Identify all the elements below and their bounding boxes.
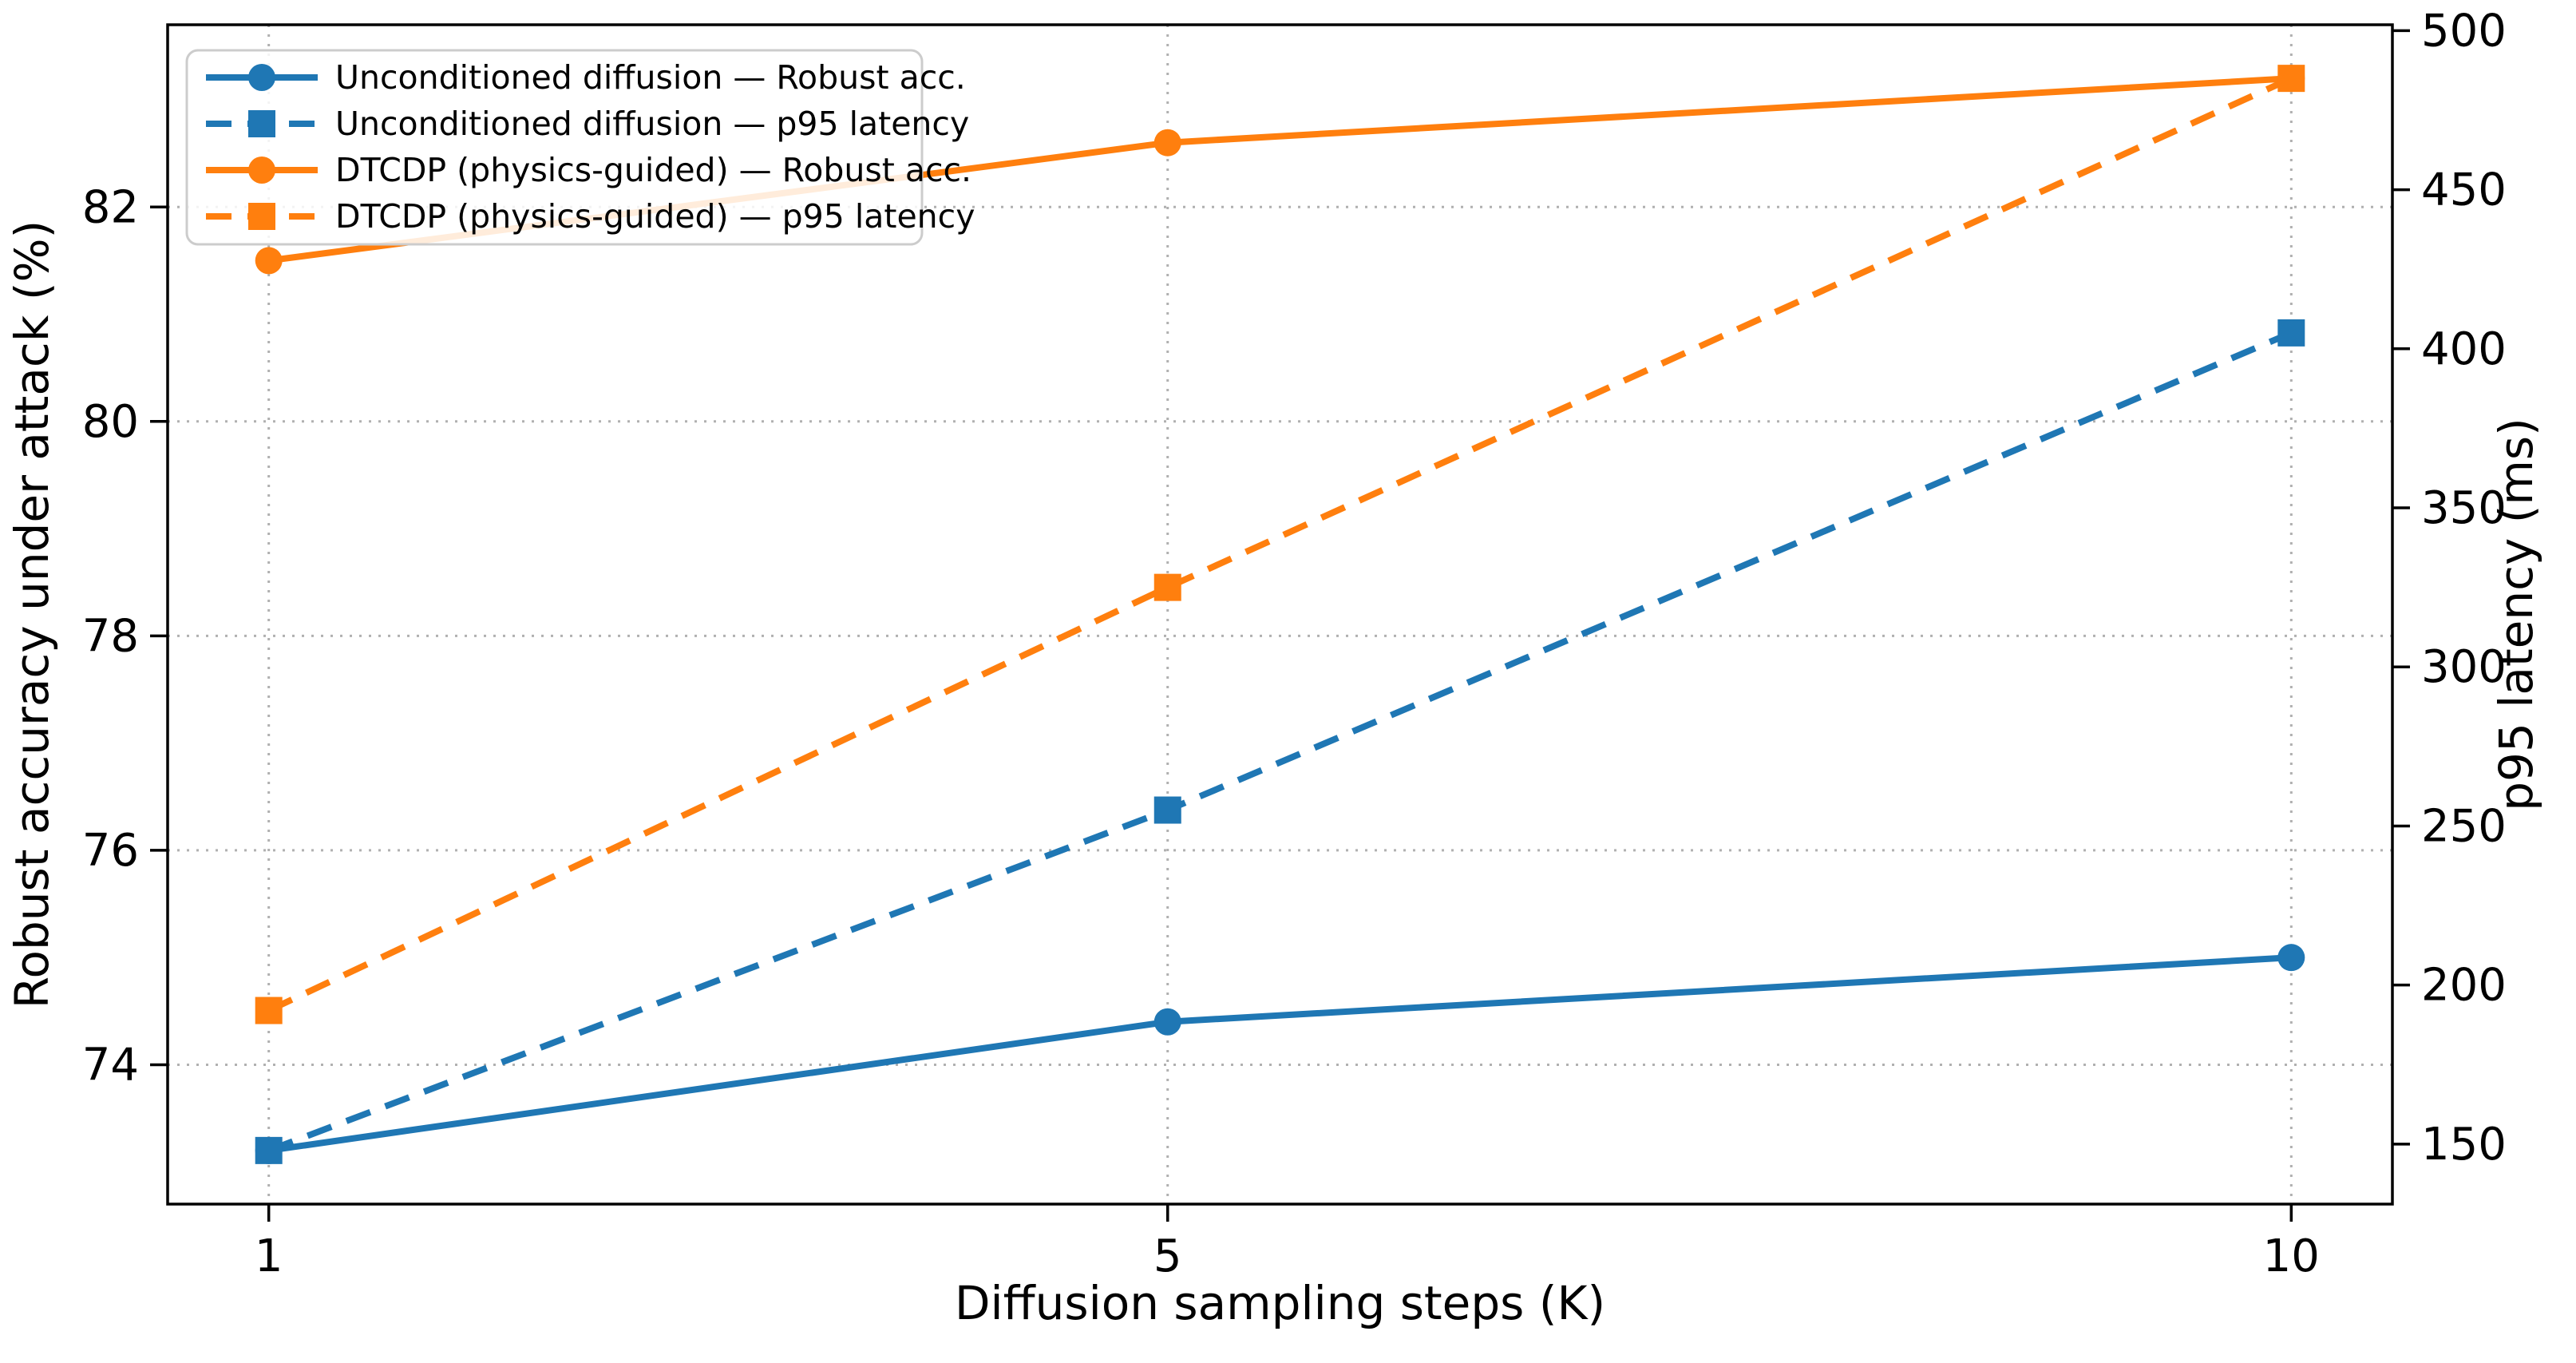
series-line-1 (267, 330, 2293, 1154)
y-tick-label-right: 200 (2421, 960, 2507, 1012)
y-tick-label-right: 150 (2421, 1119, 2507, 1171)
legend-marker-circle (248, 157, 275, 184)
y-axis-label-right: p95 latency (ms) (2489, 418, 2543, 811)
x-tick-label: 1 (255, 1230, 283, 1282)
legend: Unconditioned diffusion — Robust acc. Unc… (185, 49, 975, 246)
y-tick-label-right: 250 (2421, 800, 2507, 852)
series-1-marker (255, 1136, 283, 1164)
x-tick-label: 5 (1153, 1230, 1182, 1282)
y-tick-label-left: 82 (82, 181, 139, 233)
legend-box (185, 49, 924, 246)
legend-marker-circle (248, 64, 275, 91)
series-2-marker (255, 247, 283, 275)
y-axis-label-left: Robust accuracy under attack (%) (5, 220, 59, 1008)
legend-label: Unconditioned diffusion — p95 latency (335, 105, 969, 143)
legend-label: DTCDP (physics-guided) — Robust acc. (335, 151, 971, 189)
legend-marker-square (248, 203, 275, 230)
legend-label: DTCDP (physics-guided) — p95 latency (335, 197, 975, 236)
x-axis-label: Diffusion sampling steps (K) (955, 1276, 1605, 1330)
y-tick-label-right: 350 (2421, 482, 2507, 534)
legend-label: Unconditioned diffusion — Robust acc. (335, 58, 966, 97)
y-tick-label-left: 80 (82, 396, 139, 448)
series-line-0 (268, 954, 2292, 1154)
y-tick-label-right: 400 (2421, 323, 2507, 375)
series-0-marker (2277, 944, 2305, 972)
y-tick-label-right: 300 (2421, 641, 2507, 693)
series-3-marker (255, 996, 283, 1024)
series-1-marker (1153, 796, 1181, 824)
y-tick-label-right: 500 (2421, 5, 2507, 57)
series-0-marker (1153, 1008, 1181, 1036)
series-1-marker (2277, 319, 2305, 347)
x-tick-label: 10 (2263, 1230, 2320, 1282)
series-3-marker (1153, 573, 1181, 601)
series-3-marker (2277, 65, 2305, 93)
series-2-marker (1153, 129, 1181, 157)
y-tick-label-left: 74 (82, 1039, 139, 1091)
y-tick-label-right: 450 (2421, 164, 2507, 216)
y-tick-label-left: 76 (82, 825, 139, 877)
legend-marker-square (248, 110, 275, 137)
y-tick-label-left: 78 (82, 610, 139, 662)
axes-spines (166, 23, 2394, 1206)
